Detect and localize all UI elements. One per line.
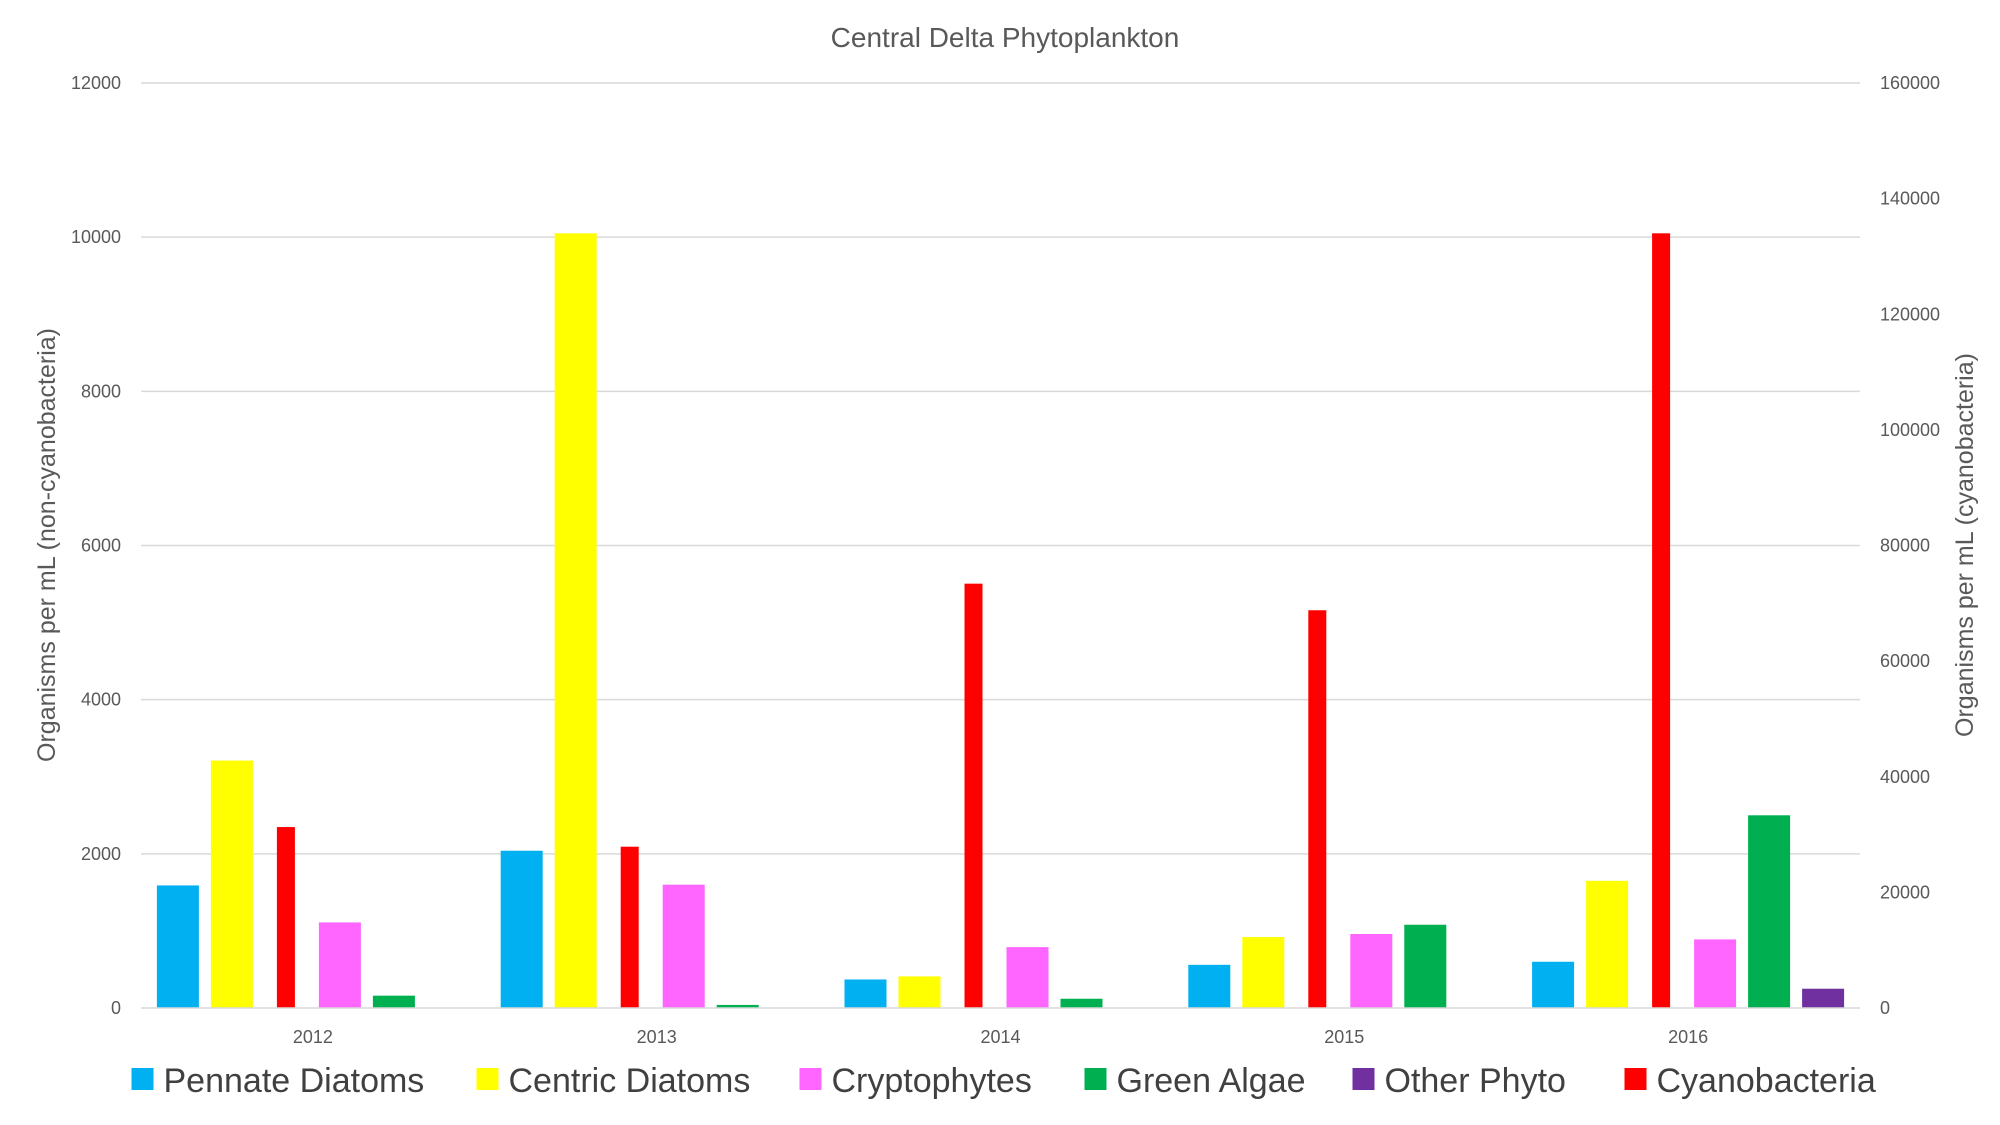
y-axis-title-right: Organisms per mL (cyanobacteria) <box>1951 353 1979 737</box>
bar <box>716 1004 759 1008</box>
category-label: 2012 <box>293 1027 333 1047</box>
bar <box>1652 233 1671 1008</box>
right-tick-label: 140000 <box>1880 189 1940 209</box>
bar <box>1242 937 1285 1008</box>
y-axis-title-left: Organisms per mL (non-cyanobacteria) <box>33 328 61 762</box>
bar <box>276 827 295 1008</box>
legend-label: Cryptophytes <box>832 1062 1032 1100</box>
right-tick-label: 100000 <box>1880 420 1940 440</box>
right-tick-label: 20000 <box>1880 882 1930 902</box>
right-tick-label: 60000 <box>1880 651 1930 671</box>
bar <box>1060 998 1103 1008</box>
legend-item: Green Algae <box>1084 1062 1306 1100</box>
left-tick-label: 2000 <box>81 844 121 864</box>
bar <box>1006 947 1049 1008</box>
right-tick-label: 120000 <box>1880 304 1940 324</box>
left-tick-label: 12000 <box>71 73 121 93</box>
right-tick-label: 0 <box>1880 998 1890 1018</box>
gridlines <box>141 82 1860 855</box>
bar <box>554 233 597 1008</box>
chart-title: Central Delta Phytoplankton <box>831 22 1180 53</box>
bar <box>1188 964 1231 1008</box>
category-label: 2015 <box>1324 1027 1364 1047</box>
bar <box>964 583 983 1008</box>
bar <box>500 850 543 1008</box>
bar <box>1802 988 1845 1008</box>
bar <box>1694 939 1737 1008</box>
legend-label: Green Algae <box>1117 1062 1306 1100</box>
bar <box>1404 924 1447 1008</box>
bar <box>1532 961 1575 1008</box>
bar <box>662 884 705 1008</box>
legend-swatch <box>1352 1068 1375 1090</box>
legend-swatch <box>131 1068 154 1090</box>
legend-swatch <box>476 1068 499 1090</box>
bar <box>318 922 361 1008</box>
left-tick-label: 8000 <box>81 381 121 401</box>
legend-swatch <box>799 1068 822 1090</box>
legend-item: Cyanobacteria <box>1624 1062 1876 1100</box>
bar <box>1350 934 1393 1008</box>
legend-item: Pennate Diatoms <box>131 1062 425 1100</box>
left-axis-ticks: 0 2000 4000 6000 8000 10000 12000 <box>71 73 121 1018</box>
category-label: 2014 <box>980 1027 1020 1047</box>
bar <box>1586 880 1629 1008</box>
legend-item: Other Phyto <box>1352 1062 1566 1100</box>
legend-label: Pennate Diatoms <box>164 1062 425 1100</box>
right-tick-label: 40000 <box>1880 767 1930 787</box>
legend-swatch <box>1624 1068 1647 1090</box>
bar <box>844 979 887 1008</box>
x-axis-tick-labels: 2012 2013 2014 2015 2016 <box>293 1027 1708 1047</box>
legend: Pennate Diatoms Centric Diatoms Cryptophyt… <box>131 1062 1876 1100</box>
left-tick-label: 0 <box>111 998 121 1018</box>
bar <box>210 760 253 1008</box>
bar <box>156 885 199 1008</box>
right-axis-ticks: 0 20000 40000 60000 80000 100000 120000 140000 1… <box>1880 73 1940 1018</box>
bar <box>620 846 639 1008</box>
bar <box>1748 815 1791 1008</box>
category-label: 2016 <box>1668 1027 1708 1047</box>
legend-item: Cryptophytes <box>799 1062 1032 1100</box>
left-tick-label: 6000 <box>81 536 121 556</box>
bar <box>372 995 415 1008</box>
right-tick-label: 160000 <box>1880 73 1940 93</box>
right-tick-label: 80000 <box>1880 536 1930 556</box>
legend-label: Centric Diatoms <box>509 1062 751 1100</box>
left-tick-label: 4000 <box>81 690 121 710</box>
bar <box>1308 610 1327 1008</box>
legend-swatch <box>1084 1068 1107 1090</box>
legend-label: Other Phyto <box>1385 1062 1566 1100</box>
legend-item: Centric Diatoms <box>476 1062 751 1100</box>
legend-label: Cyanobacteria <box>1657 1062 1876 1100</box>
category-label: 2013 <box>637 1027 677 1047</box>
left-tick-label: 10000 <box>71 227 121 247</box>
bars <box>156 233 1845 1008</box>
bar <box>898 976 941 1008</box>
